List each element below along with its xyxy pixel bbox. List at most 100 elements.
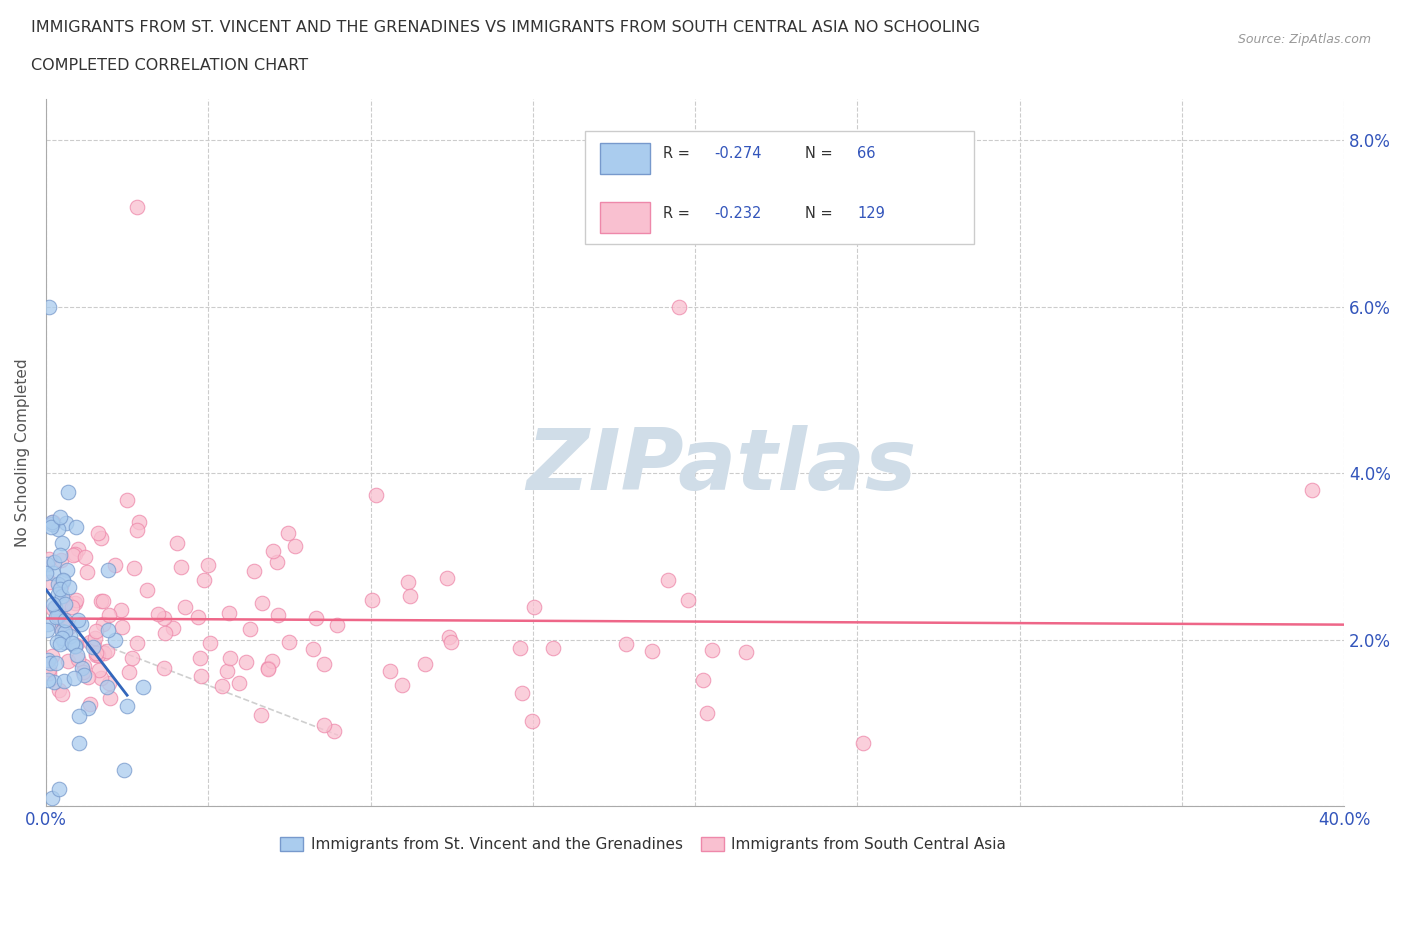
Point: [67, 736, 90, 751]
Point: [79, 634, 101, 649]
Point: [250, 707, 273, 722]
Point: [110, 603, 132, 618]
Point: [692, 672, 714, 687]
Point: [852, 735, 875, 750]
Point: [284, 538, 307, 553]
Point: [51, 589, 73, 604]
Point: [166, 536, 188, 551]
Point: [197, 557, 219, 572]
Point: [169, 560, 191, 575]
Point: [380, 663, 402, 678]
Point: [41, 601, 63, 616]
FancyBboxPatch shape: [600, 143, 650, 175]
Point: [256, 660, 278, 675]
Text: COMPLETED CORRELATION CHART: COMPLETED CORRELATION CHART: [31, 58, 308, 73]
Point: [190, 669, 212, 684]
Point: [193, 573, 215, 588]
Point: [45, 656, 67, 671]
Point: [96, 679, 118, 694]
Point: [77, 700, 100, 715]
Point: [48, 782, 70, 797]
Point: [115, 698, 138, 713]
Point: [48, 596, 70, 611]
Point: [696, 706, 718, 721]
Point: [53, 612, 76, 627]
Point: [38, 299, 60, 314]
Point: [436, 571, 458, 586]
Point: [45, 609, 67, 624]
Text: -0.232: -0.232: [714, 206, 762, 220]
Point: [67, 709, 90, 724]
Point: [90, 530, 112, 545]
Point: [58, 619, 80, 634]
Point: [55, 563, 77, 578]
Point: [262, 543, 284, 558]
Point: [260, 654, 283, 669]
Point: [323, 724, 346, 738]
Point: [60, 636, 83, 651]
Point: [125, 635, 148, 650]
Point: [243, 564, 266, 578]
Point: [46, 608, 69, 623]
Point: [700, 643, 723, 658]
FancyBboxPatch shape: [585, 130, 974, 244]
Point: [41, 514, 63, 529]
Text: 66: 66: [858, 146, 876, 161]
Point: [267, 607, 290, 622]
Point: [146, 606, 169, 621]
Point: [391, 678, 413, 693]
Point: [173, 600, 195, 615]
Point: [439, 634, 461, 649]
Text: R =: R =: [662, 206, 695, 220]
Point: [48, 683, 70, 698]
Point: [56, 485, 79, 499]
Point: [42, 515, 65, 530]
Point: [1301, 483, 1323, 498]
Text: R =: R =: [662, 146, 695, 161]
Point: [44, 554, 66, 569]
Point: [58, 579, 80, 594]
Point: [42, 566, 65, 581]
Point: [97, 622, 120, 637]
Point: [361, 592, 384, 607]
Point: [510, 686, 533, 701]
Point: [128, 514, 150, 529]
Point: [46, 577, 69, 591]
Point: [84, 631, 107, 645]
Point: [90, 671, 112, 685]
Point: [93, 646, 115, 661]
Point: [46, 606, 69, 621]
Point: [541, 641, 564, 656]
Point: [62, 548, 84, 563]
Point: [211, 678, 233, 693]
Point: [91, 594, 114, 609]
Point: [125, 199, 148, 214]
Point: [83, 638, 105, 653]
Point: [73, 549, 96, 564]
Point: [46, 586, 69, 601]
Point: [51, 686, 73, 701]
Point: [52, 621, 75, 636]
Point: [52, 674, 75, 689]
Point: [187, 610, 209, 625]
Point: [48, 521, 70, 536]
Point: [326, 618, 349, 632]
Point: [63, 638, 86, 653]
Point: [91, 617, 114, 631]
Point: [72, 658, 94, 673]
Point: [46, 635, 69, 650]
Point: [112, 763, 135, 777]
Point: [38, 661, 60, 676]
Point: [641, 644, 664, 658]
Point: [72, 665, 94, 680]
Point: [38, 666, 60, 681]
Point: [51, 631, 73, 645]
Point: [41, 516, 63, 531]
Point: [152, 660, 174, 675]
Point: [53, 596, 76, 611]
FancyBboxPatch shape: [600, 202, 650, 233]
Point: [79, 697, 101, 711]
Point: [304, 611, 326, 626]
Point: [87, 647, 110, 662]
Point: [523, 600, 546, 615]
